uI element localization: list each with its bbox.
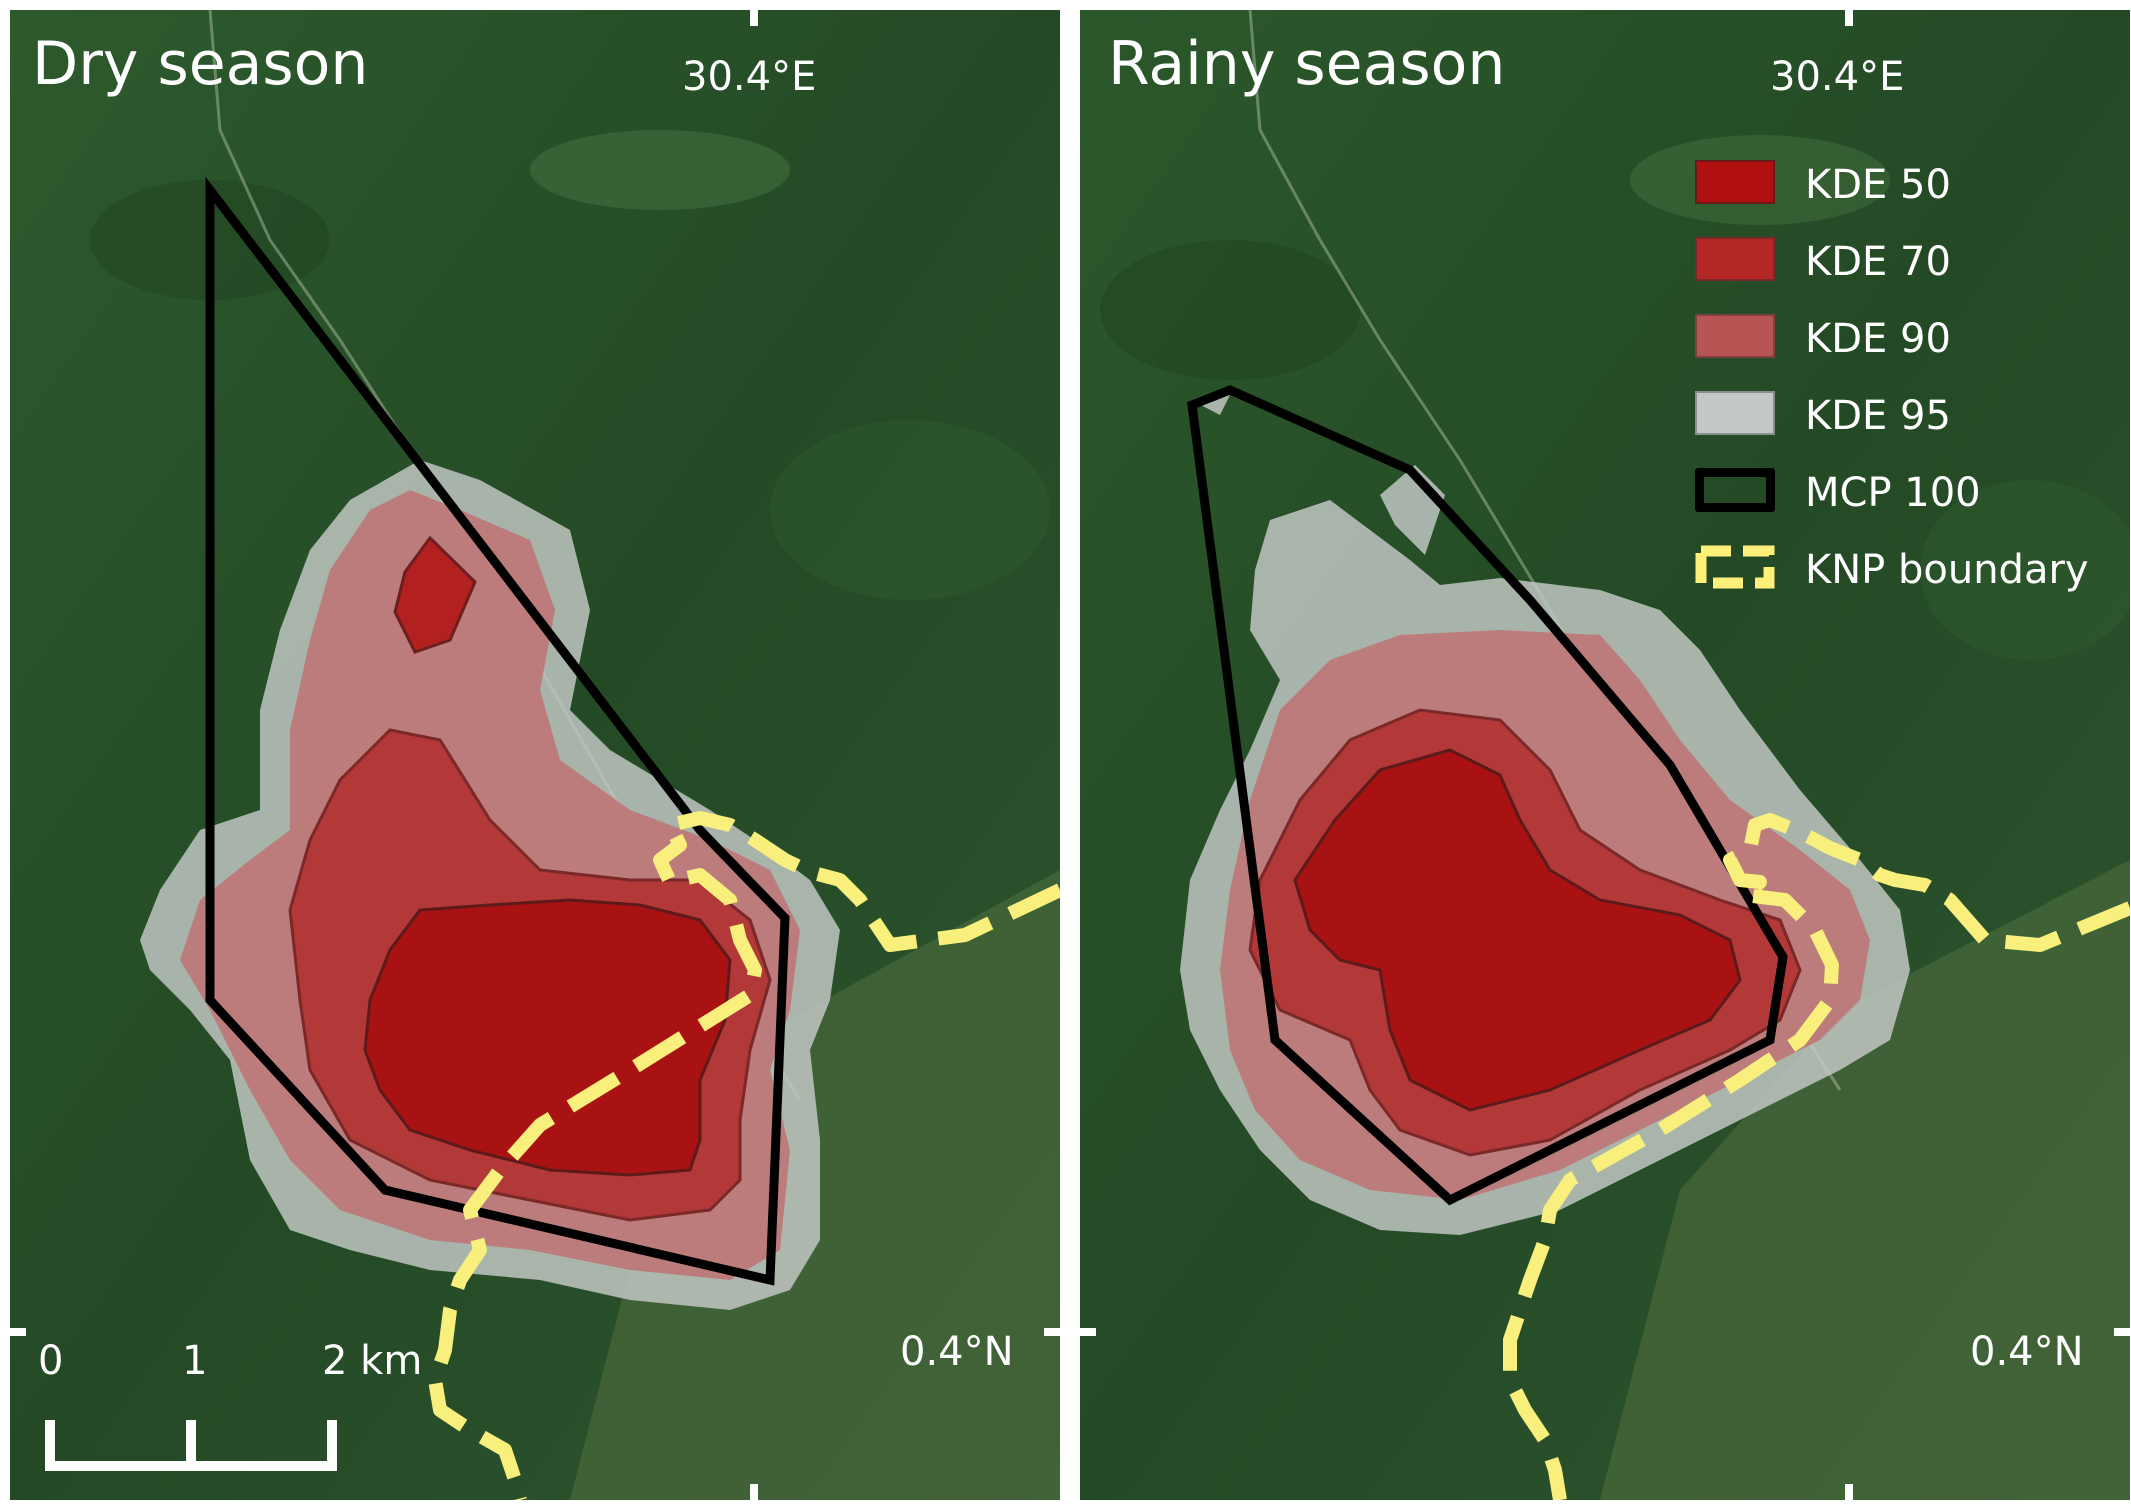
legend-swatch-kde-95: [1695, 391, 1775, 435]
kde-50-area: [1293, 748, 1742, 1112]
legend-swatch-kde-90: [1695, 314, 1775, 358]
scale-label-2: 2 km: [322, 1338, 423, 1384]
kde-95-area: [1195, 395, 1230, 415]
legend-swatch-mcp-100: [1695, 468, 1775, 512]
knp-boundary-line: [1503, 813, 2130, 1500]
kde-50-area: [393, 535, 477, 654]
forest-texture: [1100, 240, 1360, 380]
panel-title: Rainy season: [1108, 29, 1506, 99]
forest-texture: [530, 130, 790, 210]
legend-item-kde-95: KDE 95: [1695, 383, 2130, 443]
legend-item-mcp-100: MCP 100: [1695, 460, 2130, 520]
legend-label: KDE 70: [1805, 239, 1951, 285]
scale-label-0: 0: [38, 1338, 64, 1384]
scale-bar-graphic: [45, 1420, 337, 1471]
scale-label-1: 1: [182, 1338, 208, 1384]
scale-bar: 0 1 2 km: [26, 1338, 446, 1478]
latitude-label: 0.4°N: [900, 1329, 1014, 1375]
latitude-label: 0.4°N: [1970, 1329, 2084, 1375]
coordinate-ticks: [10, 10, 1060, 1500]
legend-swatch-knp-boundary: [1695, 545, 1775, 589]
legend-item-kde-70: KDE 70: [1695, 229, 2130, 289]
panel-title: Dry season: [32, 29, 369, 99]
legend-swatch-kde-70: [1695, 237, 1775, 281]
forest-texture: [770, 420, 1050, 600]
legend-label: KNP boundary: [1805, 547, 2089, 593]
legend-item-kde-90: KDE 90: [1695, 306, 2130, 366]
legend-label: KDE 90: [1805, 316, 1951, 362]
longitude-label: 30.4°E: [1770, 54, 1905, 100]
coordinate-ticks: [1080, 10, 2130, 1500]
map-panel-dry-season: Dry season 30.4°E 0.4°N 0 1 2 km: [10, 10, 1060, 1500]
rainy-season-map: [1080, 10, 2130, 1500]
mcp-100-polygon: [205, 176, 790, 1286]
knp-boundary-line: [428, 811, 1060, 1500]
forest-texture: [1920, 480, 2130, 660]
legend-swatch-kde-50: [1695, 160, 1775, 204]
farmland-area: [1600, 860, 2130, 1500]
legend-item-knp-boundary: KNP boundary: [1695, 537, 2130, 597]
legend-item-kde-50: KDE 50: [1695, 152, 2130, 212]
longitude-label: 30.4°E: [682, 54, 817, 100]
legend-label: KDE 95: [1805, 393, 1951, 439]
legend-label: KDE 50: [1805, 162, 1951, 208]
kde-50-area: [363, 898, 732, 1177]
legend-label: MCP 100: [1805, 470, 1981, 516]
map-panel-rainy-season: Rainy season 30.4°E 0.4°N KDE 50 KDE 70 …: [1080, 10, 2130, 1500]
dry-season-map: [10, 10, 1060, 1500]
